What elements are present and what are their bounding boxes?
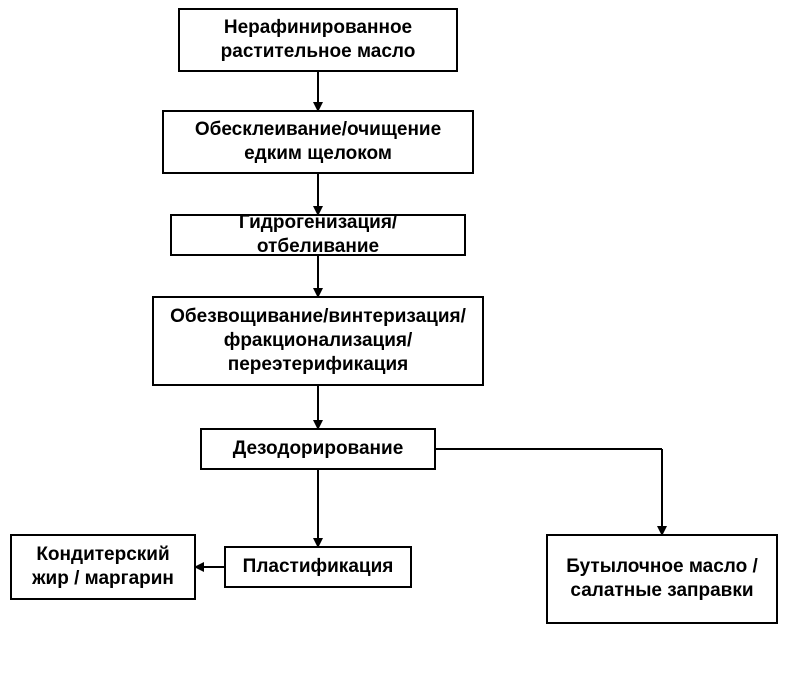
flowchart-node-n6: Пластификация bbox=[224, 546, 412, 588]
flowchart-node-n7: Кондитерский жир / маргарин bbox=[10, 534, 196, 600]
flowchart-node-n2: Обесклеивание/очищение едким щелоком bbox=[162, 110, 474, 174]
flowchart-node-n3: Гидрогенизация/отбеливание bbox=[170, 214, 466, 256]
flowchart-node-n4: Обезвощивание/винтеризация/фракционализа… bbox=[152, 296, 484, 386]
flowchart-node-n5: Дезодорирование bbox=[200, 428, 436, 470]
flowchart-node-n1: Нерафинированное растительное масло bbox=[178, 8, 458, 72]
flowchart-node-n8: Бутылочное масло /салатные заправки bbox=[546, 534, 778, 624]
